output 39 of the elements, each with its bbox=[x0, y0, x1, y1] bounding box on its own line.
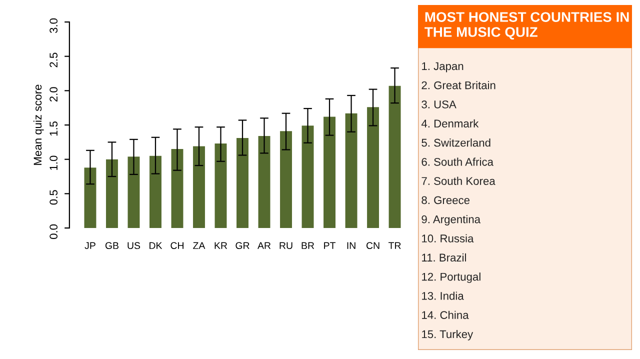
y-tick-label: 2.0 bbox=[50, 87, 58, 102]
text: 1. Japan bbox=[422, 62, 464, 72]
text: 12. Portugal bbox=[422, 272, 480, 283]
x-tick-label: CH bbox=[170, 242, 184, 250]
y-tick-label: 2.5 bbox=[50, 52, 58, 68]
text: 4. Denmark bbox=[421, 119, 479, 128]
x-tick-label: PT bbox=[324, 242, 336, 249]
y-tick-label: 1.5 bbox=[50, 121, 58, 136]
x-tick-label: IN bbox=[347, 242, 356, 249]
text: 9. Argentina bbox=[422, 215, 481, 226]
text: 11. Brazil bbox=[422, 253, 466, 262]
x-tick-label: RU bbox=[280, 242, 292, 250]
text: 15. Turkey bbox=[422, 330, 474, 340]
text: 2. Great Britain bbox=[422, 81, 496, 90]
x-tick-label: CN bbox=[366, 242, 380, 250]
text: 6. South Africa bbox=[422, 158, 494, 166]
x-tick-label: ZA bbox=[193, 242, 206, 249]
text: 10. Russia bbox=[422, 234, 474, 242]
text: 13. India bbox=[422, 292, 464, 300]
x-tick-label: BR bbox=[302, 242, 314, 249]
text: 7. South Korea bbox=[422, 176, 496, 185]
x-tick-label: US bbox=[128, 242, 140, 250]
y-tick-label: 0.0 bbox=[50, 224, 58, 239]
x-tick-label: TR bbox=[388, 242, 401, 249]
y-tick-label: 3.0 bbox=[50, 18, 58, 33]
text: 3. USA bbox=[422, 100, 456, 108]
text: 14. China bbox=[422, 310, 469, 319]
x-tick-label: GB bbox=[105, 242, 118, 250]
x-tick-label: GR bbox=[236, 242, 250, 250]
x-tick-label: KR bbox=[214, 242, 228, 249]
text: 5. Switzerland bbox=[422, 138, 490, 147]
y-axis-title: Mean quiz score bbox=[33, 84, 44, 165]
y-tick-label: 0.5 bbox=[50, 190, 58, 205]
x-tick-label: DK bbox=[150, 242, 162, 249]
text: 8. Greece bbox=[422, 196, 470, 204]
text: MOST HONEST COUNTRIES IN THE MUSIC QUIZ bbox=[424, 12, 629, 40]
x-tick-label: AR bbox=[258, 242, 271, 249]
y-tick-label: 1.0 bbox=[50, 156, 58, 170]
x-tick-label: JP bbox=[84, 242, 96, 250]
